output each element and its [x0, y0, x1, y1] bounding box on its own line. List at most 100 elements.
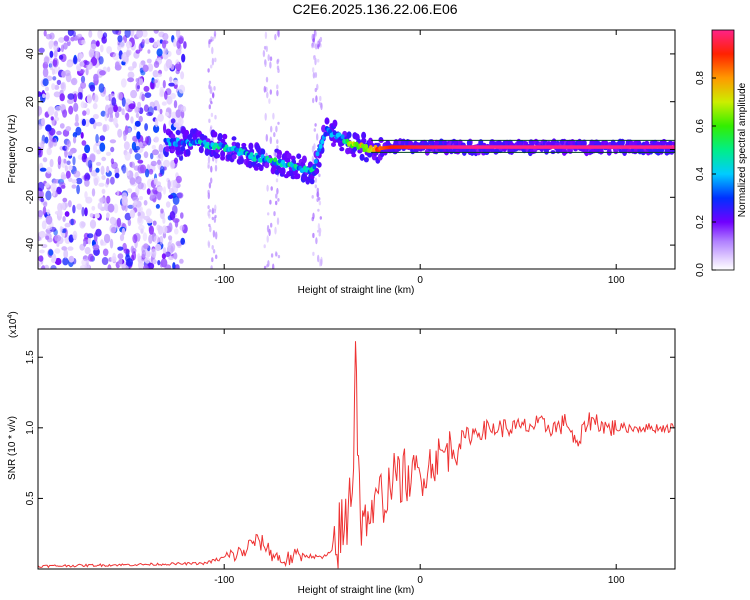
noise-cell — [175, 109, 182, 118]
colorbar-tick-label: 0.6 — [695, 119, 706, 133]
noise-cell — [138, 141, 143, 148]
noise-cell — [63, 158, 67, 164]
noise-cell — [84, 60, 90, 66]
noise-cell — [153, 124, 160, 133]
signal-halo-cell — [332, 119, 338, 128]
noise-cell — [92, 102, 98, 110]
noise-cell — [144, 38, 150, 45]
noise-cell — [153, 177, 157, 185]
streak-cell — [208, 182, 212, 189]
noise-cell — [38, 262, 41, 268]
signal-halo-cell — [220, 155, 226, 161]
noise-cell — [138, 115, 143, 123]
noise-cell — [178, 155, 184, 161]
streak-cell — [212, 230, 216, 238]
noise-cell — [50, 265, 57, 269]
noise-cell — [102, 248, 109, 257]
signal-halo-cell — [671, 141, 675, 146]
streak-cell — [209, 225, 212, 233]
noise-cell — [56, 79, 62, 86]
noise-cell — [84, 191, 88, 199]
noise-cell — [158, 143, 163, 153]
noise-cell — [157, 225, 163, 235]
streak-cell — [312, 38, 315, 43]
noise-cell — [179, 225, 185, 231]
noise-cell — [94, 213, 100, 219]
snr-ylabel: SNR (10 * v/v) — [7, 416, 18, 480]
signal-halo-cell — [295, 173, 301, 180]
noise-cell — [157, 260, 161, 266]
noise-cell — [49, 50, 54, 58]
noise-cell — [52, 57, 59, 68]
streak-cell — [313, 143, 316, 150]
noise-cell — [151, 248, 157, 258]
noise-cell — [106, 212, 110, 219]
signal-halo-cell — [309, 178, 315, 185]
noise-cell — [42, 93, 46, 99]
noise-cell — [49, 140, 54, 149]
streak-cell — [267, 212, 270, 216]
snr-axes: -100 0 100 0.5 1.0 1.5 — [25, 329, 675, 586]
signal-core-cell — [249, 152, 254, 158]
noise-cell — [81, 258, 88, 266]
spectrogram-xtick-label: -100 — [214, 275, 234, 286]
noise-cell — [168, 187, 174, 194]
spectrogram-ylabel: Frequency (Hz) — [7, 115, 18, 184]
noise-cell — [128, 127, 132, 133]
streak-cell — [210, 101, 213, 105]
noise-cell — [64, 211, 70, 217]
noise-cell — [108, 117, 114, 123]
noise-cell — [71, 77, 78, 86]
noise-cell — [117, 246, 124, 251]
noise-cell — [70, 218, 74, 226]
noise-cell — [106, 177, 110, 185]
noise-cell — [54, 116, 60, 122]
noise-cell — [78, 53, 83, 60]
noise-cell — [132, 196, 140, 202]
noise-cell — [163, 186, 166, 195]
noise-cell — [50, 116, 54, 121]
streak-cell — [263, 244, 266, 249]
noise-cell — [38, 210, 43, 218]
noise-cell — [156, 103, 161, 112]
noise-cell — [129, 148, 133, 155]
noise-cell — [121, 108, 125, 116]
noise-cell — [95, 161, 102, 166]
streak-cell — [319, 216, 322, 220]
noise-cell — [56, 130, 62, 136]
noise-cell — [42, 67, 49, 78]
noise-cell — [44, 264, 50, 269]
noise-cell — [95, 167, 100, 173]
noise-cell — [163, 159, 170, 168]
noise-cell — [89, 84, 96, 92]
streak-cell — [211, 36, 215, 42]
noise-cell — [152, 79, 158, 84]
signal-halo-cell — [212, 131, 218, 138]
snr-xtick-label: 100 — [608, 575, 625, 586]
noise-cell — [127, 71, 135, 79]
noise-cell — [159, 108, 163, 115]
noise-cell — [54, 248, 61, 254]
noise-cell — [159, 235, 164, 245]
streak-cell — [314, 72, 318, 78]
noise-cell — [61, 246, 67, 251]
colorbar — [711, 29, 735, 271]
streak-cell — [214, 164, 218, 172]
signal-halo-cell — [363, 157, 369, 163]
streak-cell — [215, 231, 218, 240]
noise-cell — [46, 209, 51, 216]
streak-cell — [277, 254, 281, 259]
noise-cell — [135, 112, 140, 119]
noise-cell — [161, 225, 168, 234]
noise-cell — [150, 160, 157, 167]
noise-cell — [79, 61, 85, 67]
noise-cell — [157, 159, 161, 165]
noise-cell — [168, 235, 173, 241]
streak-cell — [214, 114, 217, 120]
snr-frame — [37, 328, 676, 570]
noise-cell — [76, 203, 82, 210]
signal-halo-cell — [595, 141, 601, 146]
signal-halo-cell — [276, 153, 282, 160]
noise-cell — [58, 37, 65, 43]
